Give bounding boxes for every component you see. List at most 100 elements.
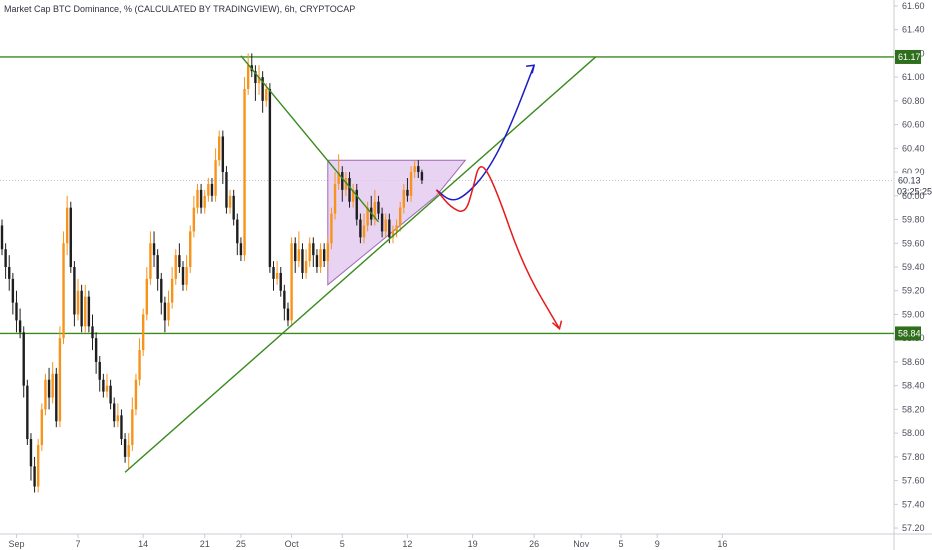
candle-body	[218, 136, 221, 161]
candle-body	[207, 183, 210, 196]
candle-body	[62, 243, 65, 339]
y-tick-label: 60.00	[902, 191, 925, 201]
candle-body	[355, 189, 358, 220]
candle-body	[228, 195, 232, 208]
candle-body	[181, 267, 185, 285]
candle-body	[47, 379, 51, 398]
candle-body	[362, 225, 366, 238]
candle-body	[391, 231, 395, 238]
x-tick-label: 19	[468, 539, 478, 549]
candle-body	[4, 249, 7, 267]
candle-body	[15, 302, 18, 321]
candle-body	[417, 166, 420, 173]
candle-body	[377, 201, 380, 214]
candle-body	[265, 89, 268, 101]
x-tick-label: 5	[619, 539, 624, 549]
candle-body	[399, 207, 402, 226]
candle-body	[373, 201, 377, 220]
candle-body	[333, 183, 337, 214]
candle-body	[214, 160, 217, 196]
candle-body	[192, 207, 196, 232]
bullish-projection-path[interactable]	[435, 64, 535, 201]
candle-body	[301, 249, 304, 273]
y-tick-label: 59.80	[902, 215, 925, 225]
candle-body	[239, 243, 243, 256]
candle-body	[8, 267, 11, 279]
candle-body	[40, 409, 44, 445]
candle-body	[44, 379, 47, 410]
candle-body	[402, 189, 406, 208]
candle-body	[337, 172, 340, 184]
candle-body	[29, 439, 33, 467]
y-tick-label: 57.60	[902, 476, 925, 486]
last-price-badge-bg	[895, 173, 921, 188]
candle-body	[380, 213, 384, 232]
candle-body	[312, 243, 315, 256]
y-tick-label: 60.40	[902, 143, 925, 153]
candle-body	[388, 219, 391, 238]
bullish-arrowhead-icon	[526, 64, 536, 74]
candle-body	[123, 439, 127, 457]
y-tick-label: 58.60	[902, 357, 925, 367]
candle-body	[152, 243, 156, 256]
level-low-badge: 58.84	[898, 328, 921, 338]
candle-body	[26, 385, 29, 440]
candle-body	[199, 189, 203, 208]
trendline-resistance-down[interactable]	[240, 55, 380, 223]
candle-body	[55, 373, 58, 422]
candle-body	[351, 189, 355, 202]
candle-body	[268, 89, 272, 267]
candle-body	[294, 243, 297, 262]
x-tick-label: 26	[529, 539, 539, 549]
x-tick-label: 21	[200, 539, 210, 549]
x-tick-label: 14	[138, 539, 148, 549]
y-tick-label: 58.20	[902, 404, 925, 414]
candle-body	[94, 338, 98, 362]
y-tick-label: 59.40	[902, 262, 925, 272]
bearish-projection-path[interactable]	[435, 166, 561, 330]
candle-body	[348, 178, 351, 202]
candle-body	[413, 166, 416, 173]
trendline-support-up[interactable]	[124, 56, 597, 473]
candle-body	[395, 225, 398, 232]
candle-body	[366, 207, 369, 226]
candle-body	[113, 403, 116, 422]
candle-body	[102, 379, 105, 392]
candle-body	[254, 71, 257, 84]
y-tick-label: 60.80	[902, 96, 925, 106]
x-tick-label: Oct	[285, 539, 300, 549]
y-tick-label: 61.60	[902, 1, 925, 11]
candle-body	[160, 278, 163, 303]
candle-body	[189, 231, 192, 267]
candle-body	[221, 136, 225, 173]
x-tick-label: 12	[402, 539, 412, 549]
chart-title: Market Cap BTC Dominance, % (CALCULATED …	[4, 4, 356, 14]
candle-body	[22, 332, 25, 386]
candle-body	[170, 278, 174, 303]
candle-body	[33, 466, 36, 487]
candle-body	[105, 385, 109, 392]
last-price-badge: 60.13	[898, 175, 921, 185]
candle-body	[84, 296, 87, 327]
candle-body	[243, 89, 246, 256]
candle-body	[384, 219, 387, 232]
candle-body	[236, 219, 239, 244]
candle-body	[257, 77, 261, 84]
y-tick-label: 57.80	[902, 452, 925, 462]
candle-body	[225, 172, 228, 208]
y-tick-label: 57.40	[902, 499, 925, 509]
candle-body	[145, 278, 148, 315]
candle-body	[91, 326, 94, 339]
candle-body	[246, 65, 250, 89]
candle-body	[185, 267, 188, 285]
candle-body	[210, 183, 214, 196]
y-tick-label: 58.40	[902, 381, 925, 391]
y-tick-label: 61.00	[902, 72, 925, 82]
candle-body	[18, 320, 22, 333]
level-low-badge-bg	[895, 326, 921, 341]
candle-body	[141, 314, 145, 351]
candle-body	[80, 290, 83, 327]
candle-body	[290, 243, 293, 321]
x-tick-label: Sep	[8, 539, 24, 549]
